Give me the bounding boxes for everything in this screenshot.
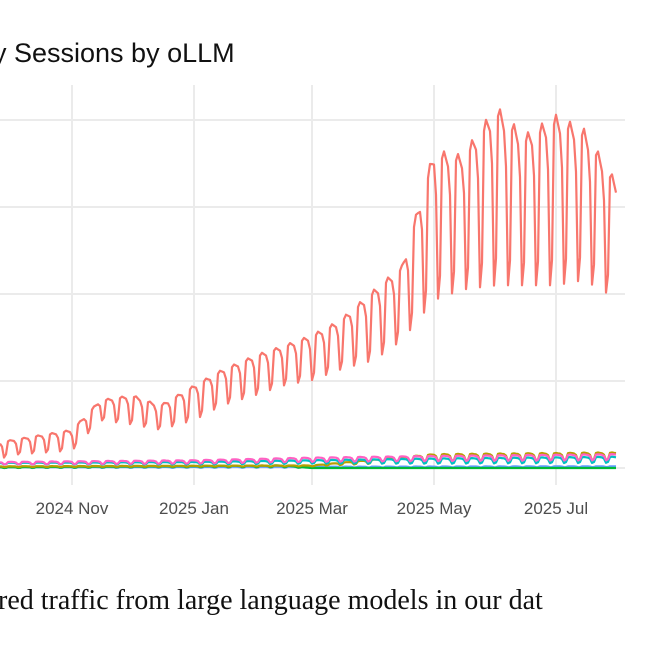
- x-tick-label: 2025 Jan: [159, 499, 229, 518]
- chart-title: y Sessions by oLLM: [0, 38, 235, 68]
- x-tick-label: 2025 May: [397, 499, 472, 518]
- x-tick-label: 2025 Jul: [524, 499, 588, 518]
- line-chart: 2024 Nov 2025 Jan 2025 Mar 2025 May 2025 Jul: [0, 85, 625, 518]
- x-axis-ticks: 2024 Nov 2025 Jan 2025 Mar 2025 May 2025 Jul: [36, 499, 589, 518]
- x-tick-label: 2025 Mar: [276, 499, 348, 518]
- series-line: [0, 453, 617, 466]
- series-line: [0, 108, 618, 459]
- figure-caption: red traffic from large language models i…: [0, 585, 543, 616]
- x-tick-label: 2024 Nov: [36, 499, 109, 518]
- series-lines: [0, 108, 618, 470]
- series-line: [0, 451, 617, 469]
